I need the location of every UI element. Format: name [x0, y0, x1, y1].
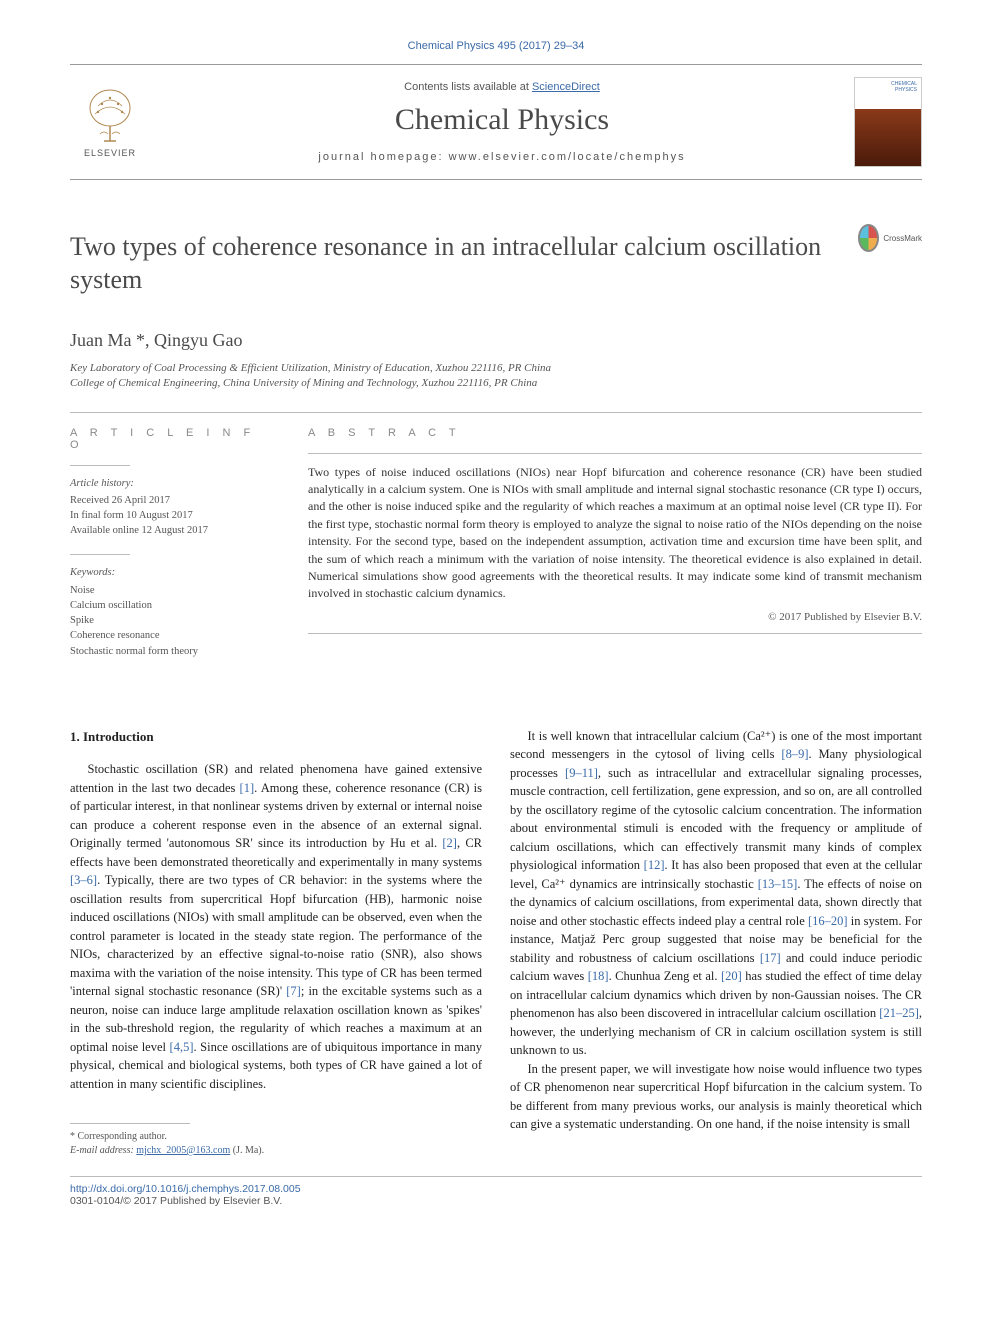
- journal-homepage: journal homepage: www.elsevier.com/locat…: [168, 151, 836, 163]
- corresponding-author-note: * Corresponding author.: [70, 1130, 482, 1144]
- abstract-copyright: © 2017 Published by Elsevier B.V.: [308, 611, 922, 623]
- elsevier-label: ELSEVIER: [84, 148, 136, 158]
- title-row: Two types of coherence resonance in an i…: [70, 214, 922, 314]
- footnote-separator: [70, 1123, 190, 1124]
- article-history: Article history: Received 26 April 2017 …: [70, 476, 272, 539]
- homepage-prefix: journal homepage:: [318, 151, 448, 163]
- body-paragraph: In the present paper, we will investigat…: [510, 1060, 922, 1134]
- abstract-bottom-rule: [308, 633, 922, 634]
- contents-line: Contents lists available at ScienceDirec…: [168, 81, 836, 93]
- history-line: In final form 10 August 2017: [70, 508, 272, 523]
- intro-heading: 1. Introduction: [70, 727, 482, 746]
- info-rule: [70, 465, 130, 466]
- elsevier-logo: ELSEVIER: [70, 77, 150, 167]
- keywords-label: Keywords:: [70, 565, 272, 580]
- email-label: E-mail address:: [70, 1145, 136, 1156]
- contents-prefix: Contents lists available at: [404, 81, 532, 93]
- article-info-column: A R T I C L E I N F O Article history: R…: [70, 412, 290, 689]
- keyword: Calcium oscillation: [70, 598, 272, 613]
- keywords-block: Keywords: Noise Calcium oscillation Spik…: [70, 565, 272, 658]
- sciencedirect-link[interactable]: ScienceDirect: [532, 81, 600, 93]
- journal-cover-thumb: [854, 77, 922, 167]
- keyword: Stochastic normal form theory: [70, 644, 272, 659]
- body-columns: 1. Introduction Stochastic oscillation (…: [70, 727, 922, 1158]
- authors: Juan Ma *, Qingyu Gao: [70, 330, 922, 351]
- header-center: Contents lists available at ScienceDirec…: [168, 81, 836, 163]
- history-label: Article history:: [70, 476, 272, 491]
- crossmark-badge[interactable]: CrossMark: [858, 218, 922, 258]
- crossmark-icon: [858, 224, 879, 252]
- issn-line: 0301-0104/© 2017 Published by Elsevier B…: [70, 1195, 922, 1207]
- info-abstract-row: A R T I C L E I N F O Article history: R…: [70, 412, 922, 689]
- journal-name: Chemical Physics: [168, 103, 836, 137]
- history-line: Received 26 April 2017: [70, 493, 272, 508]
- email-line: E-mail address: mjchx_2005@163.com (J. M…: [70, 1144, 482, 1158]
- footer-bar: http://dx.doi.org/10.1016/j.chemphys.201…: [70, 1176, 922, 1207]
- crossmark-label: CrossMark: [883, 234, 922, 243]
- keyword: Spike: [70, 613, 272, 628]
- journal-header: ELSEVIER Contents lists available at Sci…: [70, 64, 922, 180]
- info-rule: [70, 554, 130, 555]
- doi-link[interactable]: http://dx.doi.org/10.1016/j.chemphys.201…: [70, 1183, 922, 1195]
- article-info-heading: A R T I C L E I N F O: [70, 427, 272, 451]
- article-title: Two types of coherence resonance in an i…: [70, 231, 846, 296]
- keyword: Coherence resonance: [70, 628, 272, 643]
- body-paragraph: It is well known that intracellular calc…: [510, 727, 922, 1060]
- abstract-column: A B S T R A C T Two types of noise induc…: [290, 412, 922, 689]
- elsevier-tree-icon: [80, 86, 140, 146]
- abstract-rule: [308, 453, 922, 454]
- affiliation-line: College of Chemical Engineering, China U…: [70, 376, 922, 391]
- author-email-link[interactable]: mjchx_2005@163.com: [136, 1145, 230, 1156]
- keyword: Noise: [70, 583, 272, 598]
- email-suffix: (J. Ma).: [230, 1145, 264, 1156]
- footnote-block: * Corresponding author. E-mail address: …: [70, 1130, 482, 1158]
- abstract-text: Two types of noise induced oscillations …: [308, 464, 922, 603]
- homepage-url: www.elsevier.com/locate/chemphys: [449, 151, 686, 163]
- abstract-heading: A B S T R A C T: [308, 427, 922, 439]
- history-line: Available online 12 August 2017: [70, 523, 272, 538]
- affiliations: Key Laboratory of Coal Processing & Effi…: [70, 361, 922, 392]
- page: Chemical Physics 495 (2017) 29–34 ELSEVI…: [0, 0, 992, 1257]
- affiliation-line: Key Laboratory of Coal Processing & Effi…: [70, 361, 922, 376]
- body-column-right: It is well known that intracellular calc…: [510, 727, 922, 1158]
- citation-line: Chemical Physics 495 (2017) 29–34: [70, 40, 922, 52]
- body-column-left: 1. Introduction Stochastic oscillation (…: [70, 727, 482, 1158]
- body-paragraph: Stochastic oscillation (SR) and related …: [70, 760, 482, 1093]
